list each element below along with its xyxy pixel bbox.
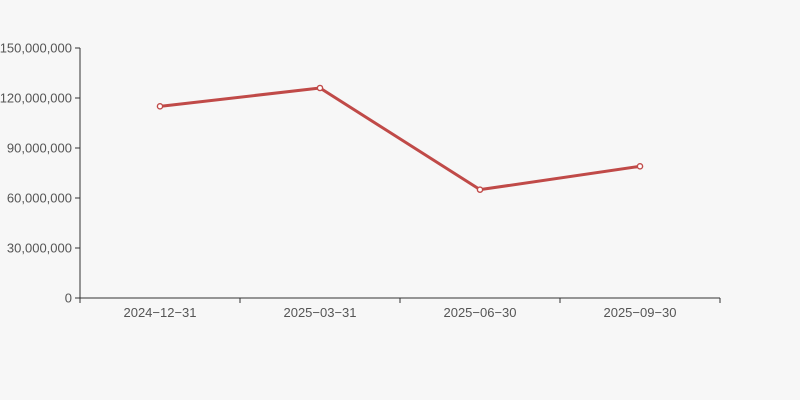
y-axis-tick-label: 60,000,000 (7, 191, 72, 206)
data-point-marker (476, 186, 484, 193)
series-line (158, 86, 642, 192)
x-axis-tick-label: 2024−12−31 (123, 305, 196, 320)
y-axis-tick-label: 90,000,000 (7, 141, 72, 156)
y-axis-tick-label: 150,000,000 (0, 41, 72, 56)
x-axis-tick-label: 2025−06−30 (443, 305, 516, 320)
data-point-marker (316, 84, 324, 92)
x-axis-tick-label: 2025−09−30 (603, 305, 676, 320)
y-axis-tick-label: 30,000,000 (7, 241, 72, 256)
y-axis-tick-label: 120,000,000 (0, 91, 72, 106)
x-axis-tick-label: 2025−03−31 (283, 305, 356, 320)
data-point-marker (156, 103, 164, 110)
y-axis-tick-label: 0 (65, 291, 72, 306)
data-point-marker (636, 163, 644, 170)
